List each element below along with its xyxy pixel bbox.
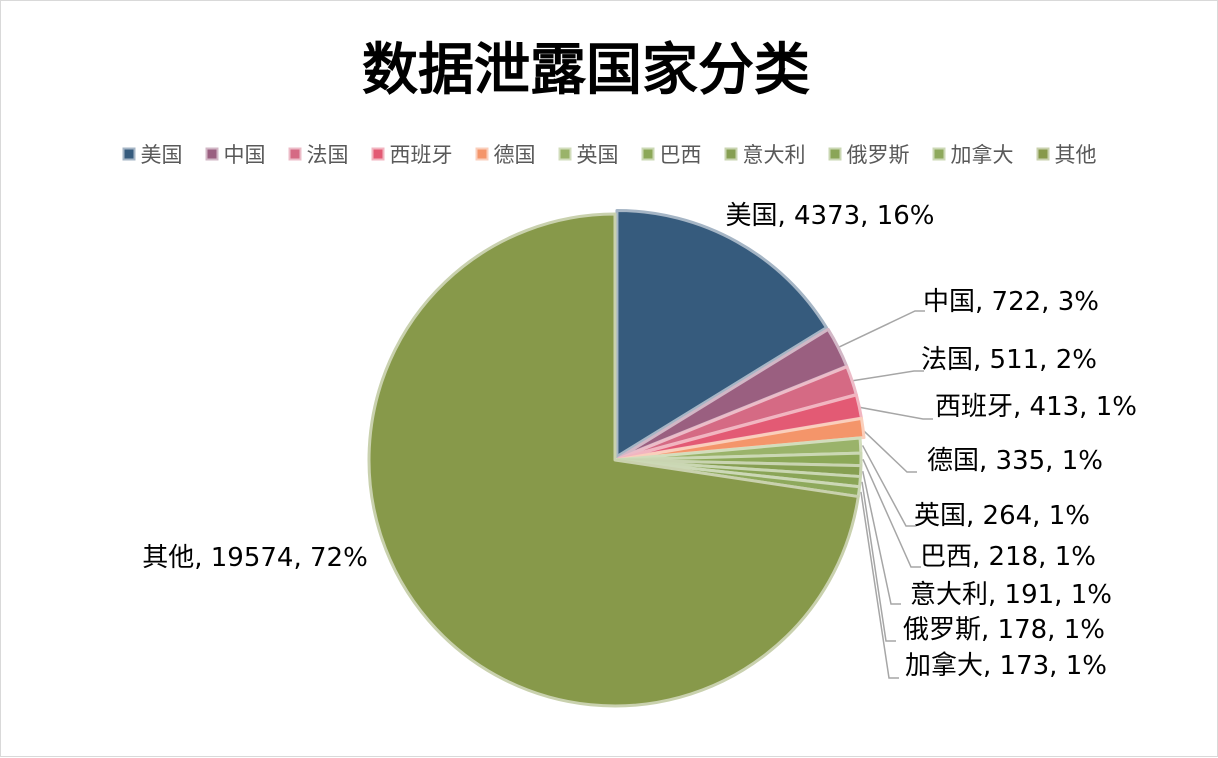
- legend: 美国 中国 法国 西班牙 德国 英国 巴西 意大利 俄罗斯 加拿大 其他: [122, 143, 1097, 167]
- data-label-9: 加拿大, 173, 1%: [905, 651, 1107, 681]
- leader-line-2: [850, 370, 924, 382]
- legend-label-3: 西班牙: [390, 143, 453, 167]
- data-label-7: 意大利, 191, 1%: [910, 580, 1112, 610]
- pie-slices: [367, 209, 866, 708]
- legend-swatch-3: [371, 147, 385, 161]
- leader-lines: [836, 310, 933, 679]
- data-label-5: 英国, 264, 1%: [914, 501, 1090, 531]
- leader-line-7: [862, 471, 901, 605]
- data-label-8: 俄罗斯, 178, 1%: [903, 615, 1105, 645]
- data-label-4: 德国, 335, 1%: [927, 446, 1103, 476]
- legend-label-8: 俄罗斯: [847, 143, 910, 167]
- leader-line-4: [860, 427, 917, 473]
- legend-swatch-4: [475, 147, 489, 161]
- leader-line-8: [861, 481, 896, 642]
- legend-swatch-6: [641, 147, 655, 161]
- legend-swatch-7: [724, 147, 738, 161]
- leader-line-9: [860, 491, 899, 679]
- legend-label-1: 中国: [224, 143, 266, 167]
- legend-label-2: 法国: [307, 143, 349, 167]
- legend-swatch-1: [205, 147, 219, 161]
- leader-line-5: [861, 445, 916, 527]
- chart-title: 数据泄露国家分类: [362, 38, 810, 103]
- legend-label-9: 加拿大: [951, 143, 1014, 167]
- pie-slice-0: [615, 209, 828, 459]
- data-label-3: 西班牙, 413, 1%: [935, 392, 1137, 422]
- legend-swatch-0: [122, 147, 136, 161]
- legend-swatch-10: [1036, 147, 1050, 161]
- legend-label-4: 德国: [494, 143, 536, 167]
- data-label-10: 其他, 19574, 72%: [142, 543, 368, 573]
- data-label-6: 巴西, 218, 1%: [920, 542, 1096, 572]
- legend-swatch-9: [932, 147, 946, 161]
- leader-line-3: [857, 406, 933, 420]
- legend-swatch-2: [288, 147, 302, 161]
- leader-line-1: [836, 310, 925, 349]
- data-label-2: 法国, 511, 2%: [921, 345, 1097, 375]
- pie-slice-10: [367, 212, 860, 708]
- legend-swatch-5: [558, 147, 572, 161]
- data-labels: 美国, 4373, 16% 中国, 722, 3% 法国, 511, 2% 西班牙, …: [142, 201, 1137, 681]
- leader-line-6: [862, 459, 921, 568]
- legend-label-10: 其他: [1055, 143, 1097, 167]
- legend-label-7: 意大利: [743, 143, 806, 167]
- legend-label-6: 巴西: [660, 143, 702, 167]
- legend-label-5: 英国: [577, 143, 619, 167]
- legend-label-0: 美国: [141, 143, 183, 167]
- pie-slice-4: [617, 416, 866, 461]
- legend-swatch-8: [828, 147, 842, 161]
- data-label-0: 美国, 4373, 16%: [725, 201, 934, 231]
- data-label-1: 中国, 722, 3%: [923, 287, 1099, 317]
